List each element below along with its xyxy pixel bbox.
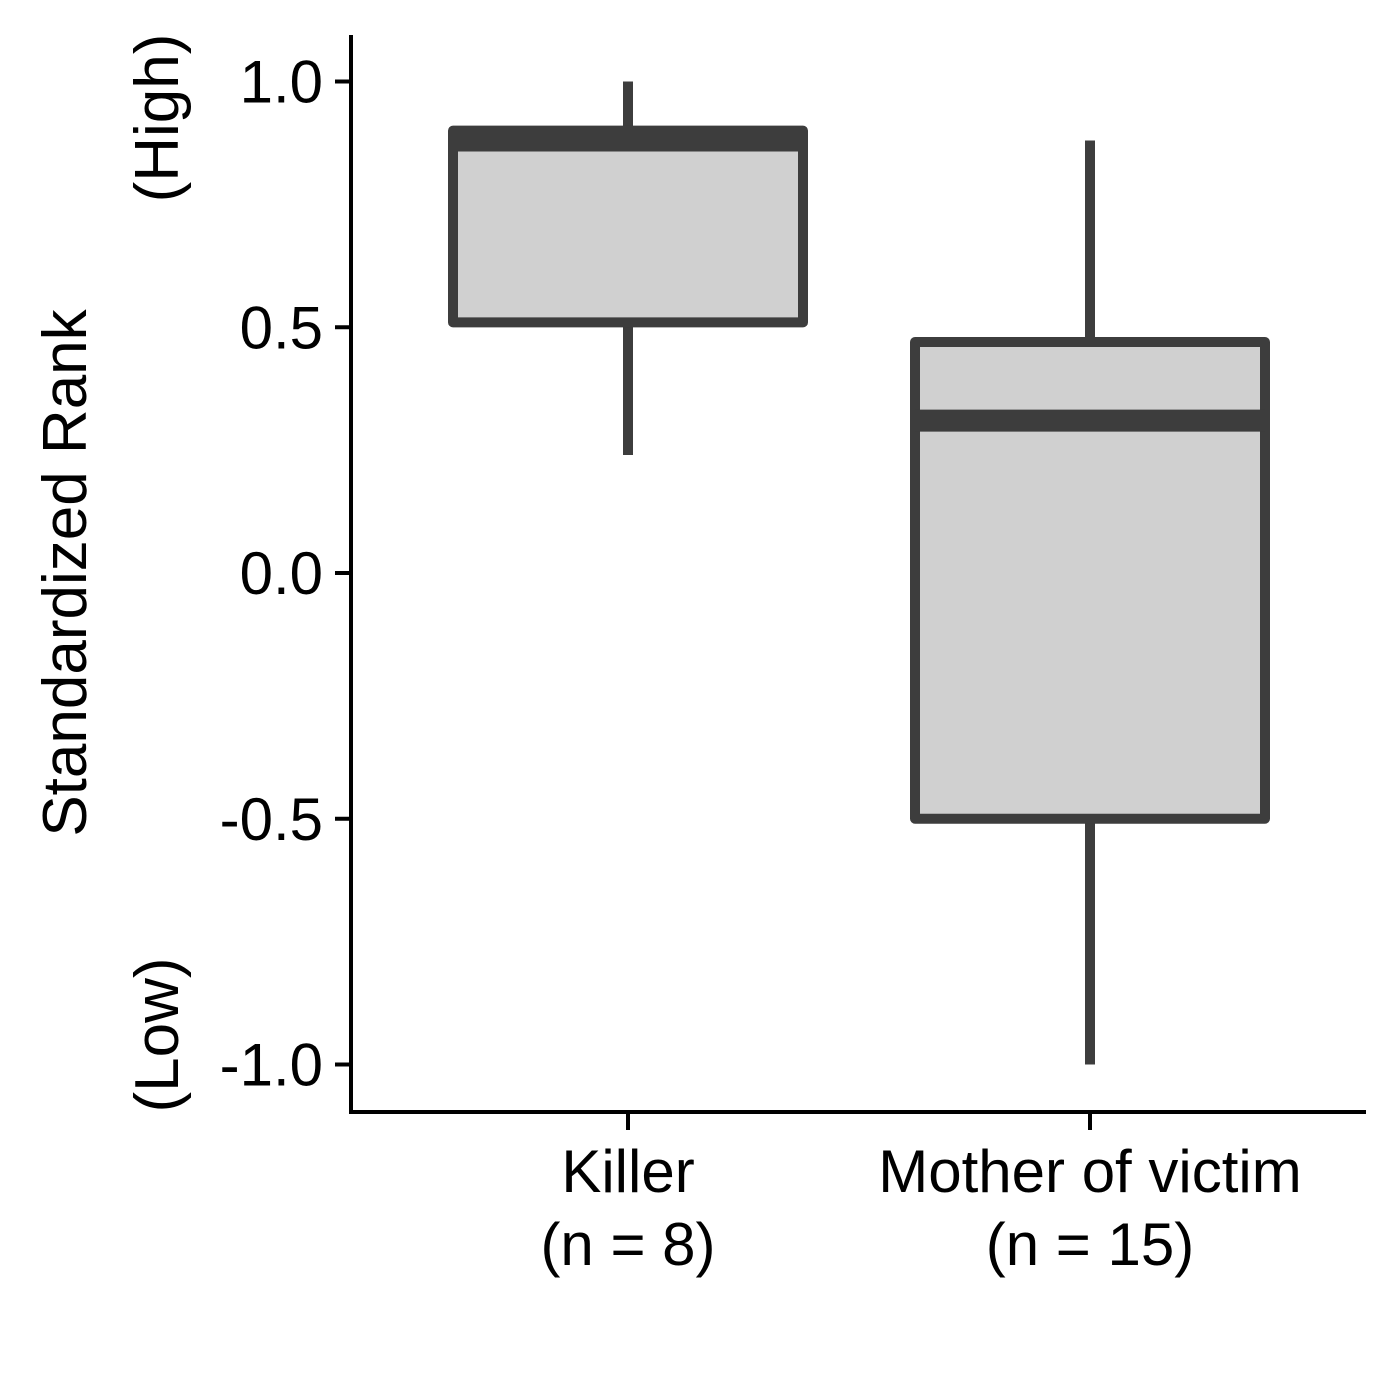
boxplot-series [448, 81, 1270, 1065]
y-axis-low-label: (Low) [123, 957, 192, 1112]
y-tick-label: -1.0 [220, 1032, 323, 1099]
iqr-box [448, 125, 808, 328]
x-category-label: Mother of victim [878, 1138, 1301, 1205]
y-tick-label: 0.0 [240, 540, 323, 607]
y-ticks: -1.0 -0.5 0.0 0.5 1.0 [220, 49, 351, 1099]
x-category-n-label: (n = 15) [986, 1211, 1194, 1278]
y-tick-label: 1.0 [240, 49, 323, 116]
y-axis-high-label: (High) [123, 34, 192, 203]
y-tick-label: -0.5 [220, 786, 323, 853]
y-tick-label: 0.5 [240, 294, 323, 361]
y-axis-title: Standardized Rank [31, 308, 100, 836]
x-category-n-label: (n = 8) [540, 1211, 715, 1278]
x-category-label: Killer [561, 1138, 694, 1205]
box-mother-of-victim [910, 140, 1270, 1065]
box-killer [448, 81, 808, 456]
x-ticks: Killer(n = 8) Mother of victim(n = 15) [540, 1112, 1302, 1278]
